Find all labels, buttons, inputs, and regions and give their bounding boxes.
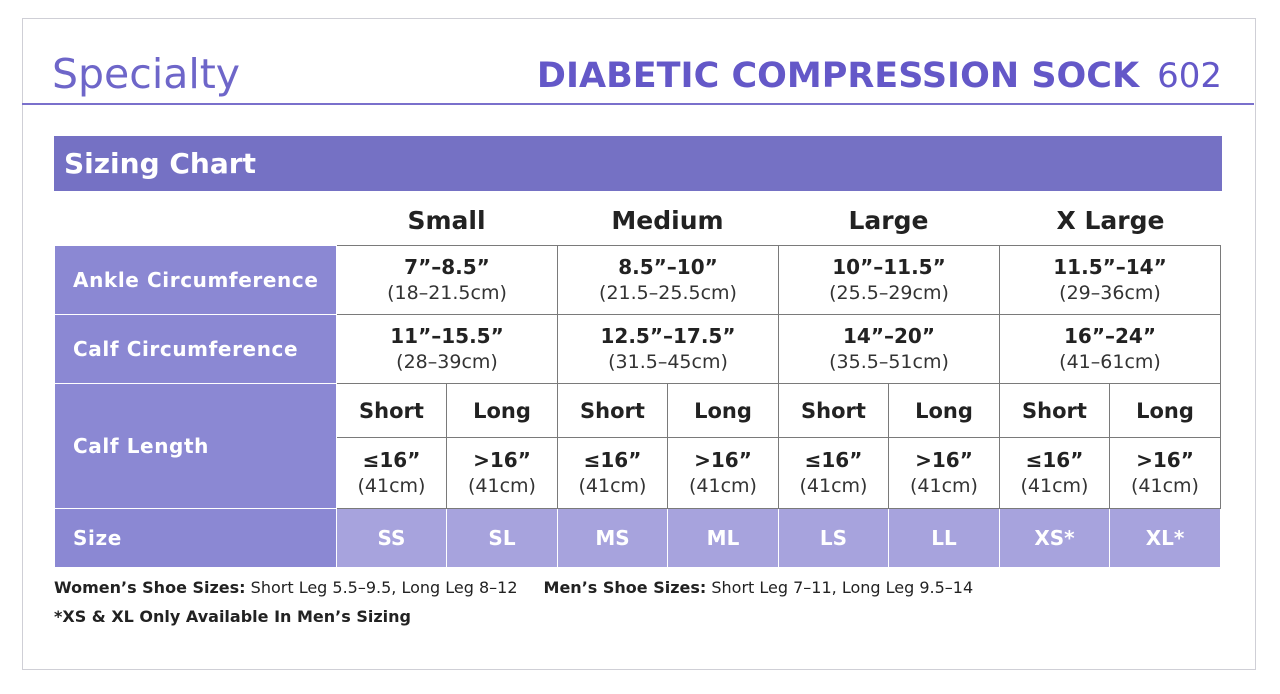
size-code: LS [778, 508, 889, 568]
table-cell: 11.5”–14” (29–36cm) [999, 245, 1221, 315]
table-row-length-subheads: Calf Length Short Long Short Long Short … [54, 383, 1221, 509]
table-cell: >16” (41cm) [888, 437, 1000, 509]
measure-inches: 16”–24” [1064, 324, 1156, 348]
product-heading: DIABETIC COMPRESSION SOCK 602 [537, 56, 1222, 96]
measure-inches: 11.5”–14” [1053, 255, 1167, 279]
size-code: SL [446, 508, 558, 568]
measure-cm: (29–36cm) [1059, 282, 1161, 304]
product-name: DIABETIC COMPRESSION SOCK [536, 56, 1140, 96]
measure-inches: ≤16” [1025, 448, 1084, 472]
product-number: 602 [1157, 56, 1222, 96]
size-code: LL [888, 508, 1000, 568]
table-cell: ≤16” (41cm) [999, 437, 1110, 509]
row-label-calf: Calf Circumference [54, 314, 337, 384]
availability-footnote: *XS & XL Only Available In Men’s Sizing [54, 607, 411, 626]
men-shoe-label: Men’s Shoe Sizes: [543, 578, 707, 597]
measure-cm: (41–61cm) [1059, 351, 1161, 373]
measure-inches: 12.5”–17.5” [600, 324, 736, 348]
table-cell: 7”–8.5” (18–21.5cm) [336, 245, 558, 315]
size-code: SS [336, 508, 447, 568]
table-cell: >16” (41cm) [1109, 437, 1221, 509]
measure-inches: ≤16” [804, 448, 863, 472]
measure-cm: (21.5–25.5cm) [599, 282, 737, 304]
table-cell: >16” (41cm) [667, 437, 779, 509]
sizing-table: Ankle Circumference 7”–8.5” (18–21.5cm) … [54, 245, 1221, 568]
row-label-calf-length: Calf Length [54, 383, 337, 509]
measure-inches: >16” [473, 448, 531, 472]
measure-cm: (41cm) [1020, 475, 1089, 497]
subhead-short: Short [778, 383, 889, 438]
measure-inches: 8.5”–10” [618, 255, 718, 279]
measure-inches: ≤16” [362, 448, 421, 472]
measure-cm: (41cm) [578, 475, 647, 497]
subhead-long: Long [446, 383, 558, 438]
size-code: XL* [1109, 508, 1221, 568]
subhead-short: Short [999, 383, 1110, 438]
table-cell: 12.5”–17.5” (31.5–45cm) [557, 314, 779, 384]
size-code: ML [667, 508, 779, 568]
table-row-size: Size SS SL MS ML LS LL XS* XL* [54, 508, 1221, 568]
subhead-long: Long [888, 383, 1000, 438]
women-shoe-text: Short Leg 5.5–9.5, Long Leg 8–12 [245, 578, 518, 597]
measure-inches: 11”–15.5” [390, 324, 504, 348]
measure-cm: (41cm) [689, 475, 757, 497]
measure-cm: (41cm) [799, 475, 868, 497]
measure-inches: >16” [915, 448, 973, 472]
measure-inches: >16” [1136, 448, 1194, 472]
row-label-ankle: Ankle Circumference [54, 245, 337, 315]
measure-cm: (25.5–29cm) [829, 282, 949, 304]
measure-inches: 7”–8.5” [404, 255, 490, 279]
measure-cm: (41cm) [910, 475, 978, 497]
subhead-long: Long [667, 383, 779, 438]
measure-cm: (31.5–45cm) [608, 351, 728, 373]
table-cell: ≤16” (41cm) [557, 437, 668, 509]
table-cell: 11”–15.5” (28–39cm) [336, 314, 558, 384]
subhead-short: Short [557, 383, 668, 438]
size-code: MS [557, 508, 668, 568]
table-row-calf: Calf Circumference 11”–15.5” (28–39cm) 1… [54, 314, 1221, 384]
column-header-x-large: X Large [1056, 206, 1165, 235]
column-header-small: Small [407, 206, 486, 235]
measure-cm: (41cm) [357, 475, 426, 497]
column-header-large: Large [848, 206, 929, 235]
table-cell: 8.5”–10” (21.5–25.5cm) [557, 245, 779, 315]
women-shoe-label: Women’s Shoe Sizes: [54, 578, 246, 597]
measure-cm: (28–39cm) [396, 351, 498, 373]
footnotes: Women’s Shoe Sizes: Short Leg 5.5–9.5, L… [54, 578, 973, 636]
column-header-medium: Medium [611, 206, 724, 235]
measure-cm: (18–21.5cm) [387, 282, 507, 304]
chart-title: Sizing Chart [54, 136, 1222, 191]
size-code: XS* [999, 508, 1110, 568]
measure-inches: >16” [694, 448, 752, 472]
table-row-ankle: Ankle Circumference 7”–8.5” (18–21.5cm) … [54, 245, 1221, 315]
men-shoe-text: Short Leg 7–11, Long Leg 9.5–14 [706, 578, 974, 597]
header-divider [22, 103, 1254, 105]
table-cell: ≤16” (41cm) [336, 437, 447, 509]
measure-cm: (41cm) [468, 475, 536, 497]
table-cell: 14”–20” (35.5–51cm) [778, 314, 1000, 384]
subhead-long: Long [1109, 383, 1221, 438]
table-cell: >16” (41cm) [446, 437, 558, 509]
measure-inches: 10”–11.5” [832, 255, 946, 279]
row-label-size: Size [54, 508, 337, 568]
measure-cm: (35.5–51cm) [829, 351, 949, 373]
measure-cm: (41cm) [1131, 475, 1199, 497]
table-cell: 16”–24” (41–61cm) [999, 314, 1221, 384]
table-row-length-values: ≤16” (41cm) >16” (41cm) ≤16” (41cm) >16”… [55, 437, 1221, 509]
subhead-short: Short [336, 383, 447, 438]
measure-inches: 14”–20” [843, 324, 935, 348]
measure-inches: ≤16” [583, 448, 642, 472]
table-cell: ≤16” (41cm) [778, 437, 889, 509]
table-cell: 10”–11.5” (25.5–29cm) [778, 245, 1000, 315]
category-label: Specialty [52, 50, 241, 98]
shoe-size-note: Women’s Shoe Sizes: Short Leg 5.5–9.5, L… [54, 578, 973, 607]
